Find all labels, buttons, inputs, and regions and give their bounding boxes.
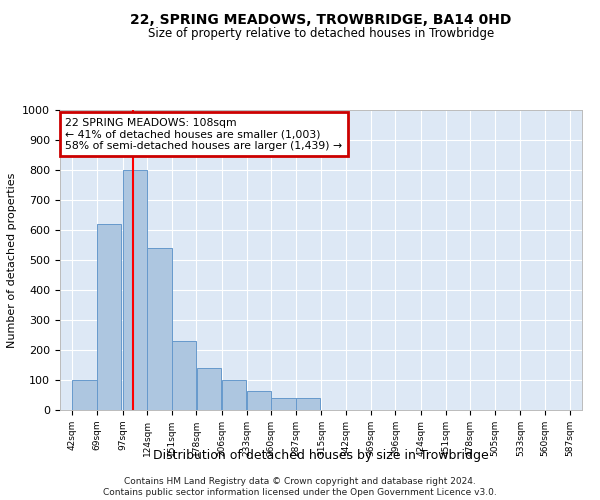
- Bar: [197, 368, 221, 410]
- Bar: [296, 398, 320, 410]
- Bar: [147, 248, 172, 410]
- Text: Contains public sector information licensed under the Open Government Licence v3: Contains public sector information licen…: [103, 488, 497, 497]
- Bar: [97, 224, 121, 410]
- Text: 22 SPRING MEADOWS: 108sqm
← 41% of detached houses are smaller (1,003)
58% of se: 22 SPRING MEADOWS: 108sqm ← 41% of detac…: [65, 118, 343, 150]
- Bar: [73, 380, 97, 410]
- Text: Distribution of detached houses by size in Trowbridge: Distribution of detached houses by size …: [153, 448, 489, 462]
- Y-axis label: Number of detached properties: Number of detached properties: [7, 172, 17, 348]
- Bar: [247, 390, 271, 410]
- Text: 22, SPRING MEADOWS, TROWBRIDGE, BA14 0HD: 22, SPRING MEADOWS, TROWBRIDGE, BA14 0HD: [130, 12, 512, 26]
- Bar: [122, 170, 147, 410]
- Bar: [172, 341, 196, 410]
- Text: Contains HM Land Registry data © Crown copyright and database right 2024.: Contains HM Land Registry data © Crown c…: [124, 476, 476, 486]
- Text: Size of property relative to detached houses in Trowbridge: Size of property relative to detached ho…: [148, 28, 494, 40]
- Bar: [271, 398, 296, 410]
- Bar: [222, 380, 247, 410]
